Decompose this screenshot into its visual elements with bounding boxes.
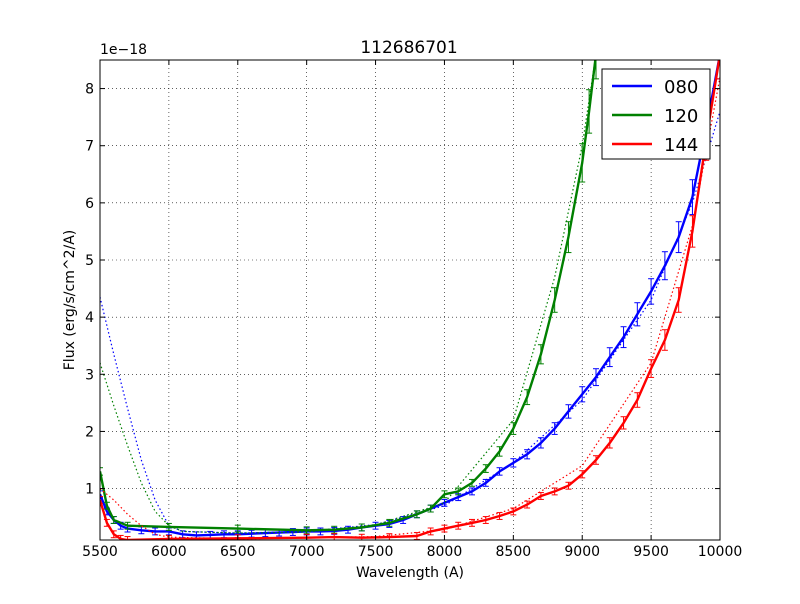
series-144-line [100, 60, 720, 540]
x-tick-label: 7000 [289, 544, 325, 560]
legend: 080 120 144 [601, 68, 711, 160]
legend-label-080: 080 [664, 77, 698, 98]
x-tick-label: 6500 [220, 544, 256, 560]
y-tick-label: 5 [85, 253, 94, 269]
y-axis-ticks: 1 2 3 4 5 6 7 8 [85, 82, 720, 498]
y-tick-label: 4 [85, 310, 94, 326]
y-tick-label: 8 [85, 82, 94, 98]
x-tick-label: 9000 [564, 544, 600, 560]
y-axis-offset-label: 1e−18 [100, 42, 147, 58]
x-axis-ticks: 5500 6000 6500 7000 7500 8000 8500 9000 9500 1000… [82, 60, 742, 560]
series-120-model-line [100, 60, 596, 534]
x-tick-label: 8500 [496, 544, 532, 560]
y-tick-label: 2 [85, 424, 94, 440]
x-tick-label: 7500 [358, 544, 394, 560]
x-tick-label: 8000 [427, 544, 463, 560]
x-tick-label: 5500 [82, 544, 118, 560]
plot-frame [99, 59, 721, 541]
series-080-model-line [100, 111, 720, 534]
y-tick-label: 7 [85, 139, 94, 155]
chart-title: 112686701 [360, 38, 457, 58]
legend-label-144: 144 [664, 135, 698, 156]
y-tick-label: 6 [85, 196, 94, 212]
y-axis-label: Flux (erg/s/cm^2/A) [62, 230, 78, 370]
x-tick-label: 6000 [151, 544, 187, 560]
x-tick-label: 9500 [633, 544, 669, 560]
legend-label-120: 120 [664, 106, 698, 127]
x-tick-label: 10000 [698, 544, 743, 560]
y-tick-label: 1 [85, 482, 94, 498]
y-tick-label: 3 [85, 367, 94, 383]
x-axis-label: Wavelength (A) [356, 565, 464, 581]
